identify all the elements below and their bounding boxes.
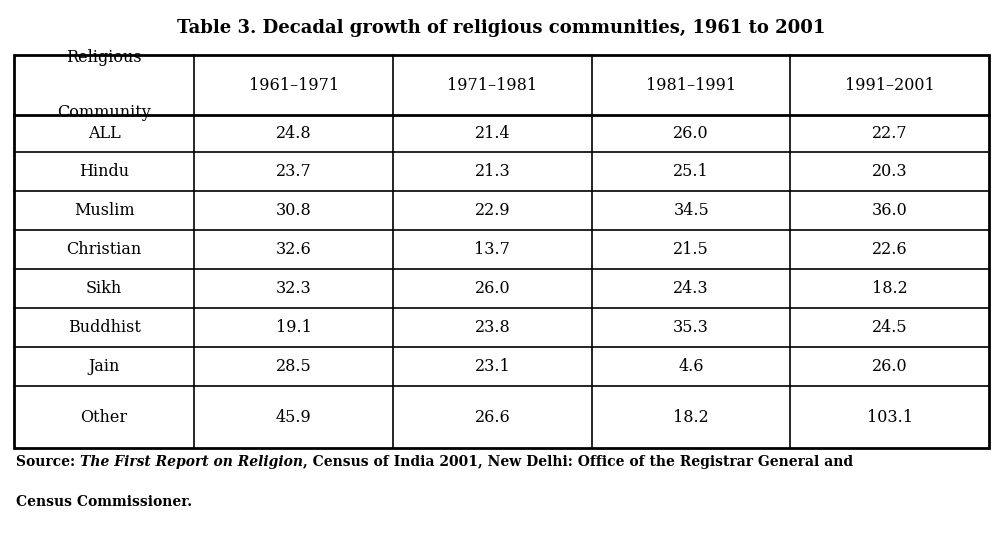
- Text: 23.7: 23.7: [276, 163, 312, 180]
- Text: 34.5: 34.5: [672, 202, 708, 219]
- Text: 13.7: 13.7: [474, 241, 510, 258]
- Text: 20.3: 20.3: [871, 163, 907, 180]
- Text: Jain: Jain: [88, 358, 120, 375]
- Text: Religious

Community: Religious Community: [57, 49, 151, 121]
- Text: 22.6: 22.6: [871, 241, 907, 258]
- Text: 18.2: 18.2: [871, 280, 907, 297]
- Bar: [14, 55, 988, 448]
- Text: Other: Other: [80, 409, 127, 425]
- Text: 32.6: 32.6: [276, 241, 312, 258]
- Text: 30.8: 30.8: [276, 202, 312, 219]
- Text: Christian: Christian: [66, 241, 141, 258]
- Text: 24.3: 24.3: [672, 280, 708, 297]
- Text: The First Report on Religion: The First Report on Religion: [80, 455, 303, 469]
- Text: 26.0: 26.0: [871, 358, 907, 375]
- Text: 19.1: 19.1: [276, 319, 312, 336]
- Text: 22.7: 22.7: [871, 125, 907, 142]
- Text: Hindu: Hindu: [79, 163, 129, 180]
- Text: 21.5: 21.5: [672, 241, 708, 258]
- Text: Table 3. Decadal growth of religious communities, 1961 to 2001: Table 3. Decadal growth of religious com…: [177, 19, 825, 37]
- Text: 24.5: 24.5: [871, 319, 907, 336]
- Text: 1961–1971: 1961–1971: [248, 76, 339, 94]
- Text: 22.9: 22.9: [474, 202, 510, 219]
- Text: 26.0: 26.0: [474, 280, 510, 297]
- Text: 1991–2001: 1991–2001: [844, 76, 934, 94]
- Text: 26.6: 26.6: [474, 409, 510, 425]
- Text: 103.1: 103.1: [866, 409, 912, 425]
- Text: 1971–1981: 1971–1981: [447, 76, 537, 94]
- Text: ALL: ALL: [88, 125, 120, 142]
- Text: 26.0: 26.0: [672, 125, 708, 142]
- Text: 35.3: 35.3: [672, 319, 708, 336]
- Text: 32.3: 32.3: [276, 280, 312, 297]
- Text: 4.6: 4.6: [677, 358, 703, 375]
- Text: 21.3: 21.3: [474, 163, 510, 180]
- Text: Muslim: Muslim: [74, 202, 134, 219]
- Text: 1981–1991: 1981–1991: [645, 76, 735, 94]
- Text: 28.5: 28.5: [276, 358, 312, 375]
- Text: Buddhist: Buddhist: [68, 319, 140, 336]
- Text: 36.0: 36.0: [871, 202, 907, 219]
- Text: , Census of India 2001, New Delhi: Office of the Registrar General and: , Census of India 2001, New Delhi: Offic…: [303, 455, 853, 469]
- Text: 24.8: 24.8: [276, 125, 312, 142]
- Text: Sikh: Sikh: [86, 280, 122, 297]
- Text: 25.1: 25.1: [672, 163, 708, 180]
- Text: 45.9: 45.9: [276, 409, 312, 425]
- Text: 23.1: 23.1: [474, 358, 510, 375]
- Text: Census Commissioner.: Census Commissioner.: [16, 495, 192, 509]
- Text: 18.2: 18.2: [672, 409, 708, 425]
- Text: 23.8: 23.8: [474, 319, 510, 336]
- Text: 21.4: 21.4: [474, 125, 510, 142]
- Text: Source:: Source:: [16, 455, 80, 469]
